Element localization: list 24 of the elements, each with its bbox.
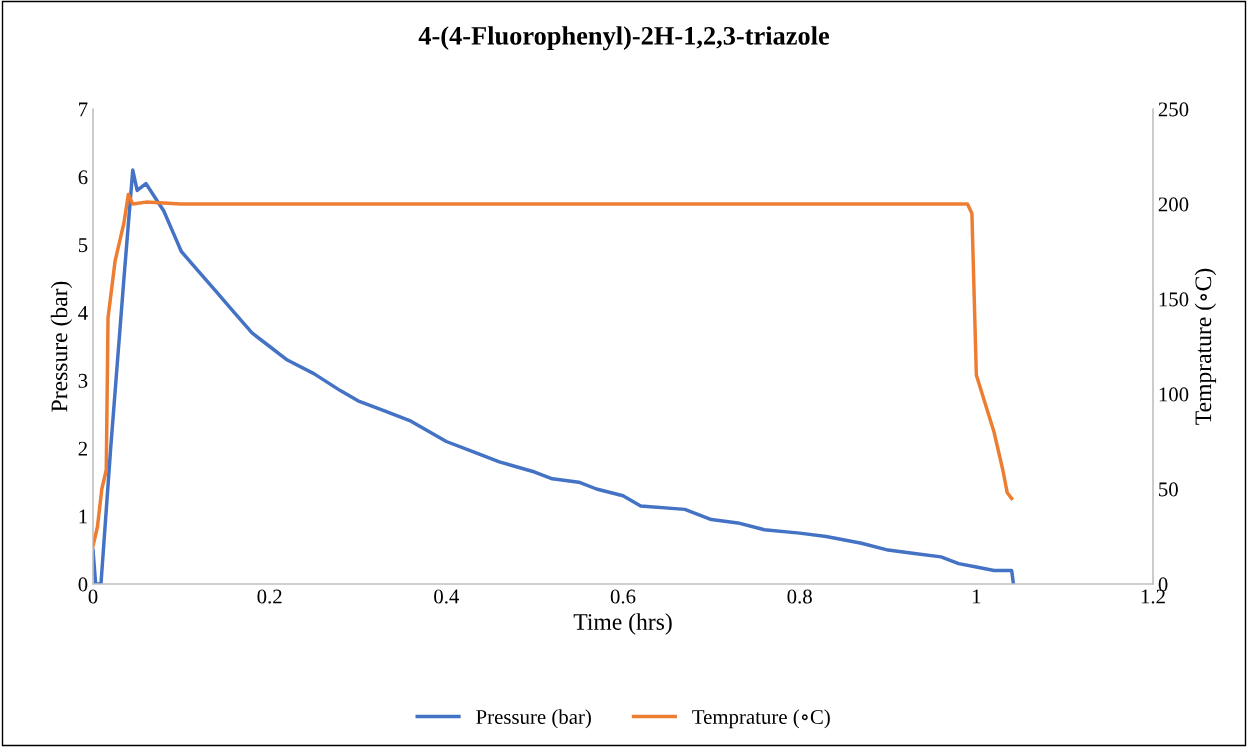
chart-title: 4-(4-Fluorophenyl)-2H-1,2,3-triazole xyxy=(418,26,830,51)
y-tick-label: 4 xyxy=(78,306,88,320)
y-tick-label: 5 xyxy=(78,238,88,253)
legend-label: Pressure (bar) xyxy=(476,709,591,729)
y-tick-label: 1 xyxy=(79,509,87,524)
y2-tick-label: 250 xyxy=(1158,102,1189,117)
y-tick-label: 6 xyxy=(78,170,88,185)
y-tick-label: 0 xyxy=(78,577,88,592)
legend-label: Temprature (∘C) xyxy=(692,709,830,729)
y2-tick-label: 100 xyxy=(1159,387,1189,402)
x-tick-label: 0.2 xyxy=(257,589,282,604)
y-tick-label: 2 xyxy=(78,441,87,456)
x-tick-label: 1 xyxy=(972,589,981,604)
x-tick-label: 0.8 xyxy=(787,589,812,604)
x-axis-title: Time (hrs) xyxy=(573,613,672,635)
y2-tick-label: 200 xyxy=(1158,197,1189,212)
y-tick-label: 7 xyxy=(79,102,88,117)
y2-axis-title: Temprature (∘C) xyxy=(1194,268,1217,425)
y-axis-title: Pressure (bar) xyxy=(50,281,73,412)
y2-tick-label: 150 xyxy=(1159,292,1189,307)
x-tick-label: 0.4 xyxy=(434,589,460,604)
y-tick-label: 3 xyxy=(78,373,88,388)
y2-tick-label: 50 xyxy=(1159,482,1178,497)
x-tick-label: 0.6 xyxy=(610,589,636,604)
